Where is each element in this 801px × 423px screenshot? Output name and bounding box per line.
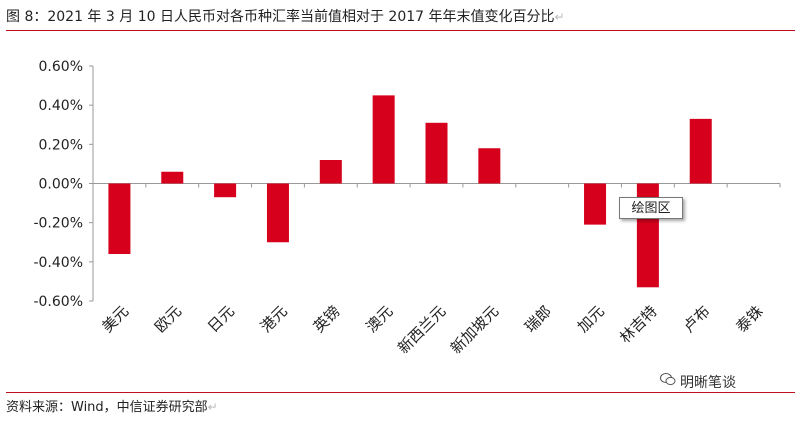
y-tick-label: -0.40%: [33, 255, 83, 271]
title-text: 图 8：2021 年 3 月 10 日人民币对各币种汇率当前值相对于 2017 …: [6, 9, 555, 25]
watermark: 明晰笔谈: [680, 375, 736, 391]
bar: [689, 118, 712, 184]
x-tick-label: 新加坡元: [447, 302, 502, 357]
top-rule: [6, 30, 795, 31]
x-tick-label: 瑞郎: [521, 302, 555, 336]
x-tick-label: 林吉特: [616, 302, 661, 347]
y-tick-label: 0.20%: [39, 137, 83, 153]
x-tick-label: 加元: [574, 302, 608, 336]
x-tick-label: 卢布: [680, 302, 714, 336]
bottom-rule: [6, 392, 795, 393]
paragraph-mark-icon: ↵: [207, 400, 218, 414]
bar: [584, 183, 607, 225]
bar: [266, 183, 289, 243]
chart-title: 图 8：2021 年 3 月 10 日人民币对各币种汇率当前值相对于 2017 …: [6, 8, 565, 26]
x-tick-label: 欧元: [151, 302, 185, 336]
wechat-icon: [660, 373, 676, 386]
plot-area-tooltip: 绘图区: [619, 197, 683, 219]
y-tick-label: 0.00%: [39, 177, 83, 193]
x-tick-label: 日元: [204, 302, 238, 336]
bar-chart[interactable]: 0.60% 0.40% 0.20% 0.00% -0.20% -0.40% -0.60% 美元…: [0, 0, 801, 392]
paragraph-mark-icon: ↵: [554, 10, 565, 24]
x-tick-label: 港元: [257, 302, 291, 336]
y-tick-label: -0.60%: [33, 294, 83, 310]
x-tick-label: 英镑: [310, 302, 344, 336]
source-note: 资料来源：Wind，中信证券研究部↵: [6, 398, 218, 417]
source-text: 资料来源：Wind，中信证券研究部: [6, 400, 208, 415]
bar: [108, 183, 131, 254]
bar: [161, 171, 184, 184]
y-tick-label: 0.60%: [39, 59, 83, 75]
x-tick-label: 澳元: [363, 302, 397, 336]
x-tick-label: 新西兰元: [394, 302, 449, 357]
bar: [214, 183, 237, 198]
x-tick-label: 泰铢: [732, 302, 766, 336]
bar: [319, 160, 342, 184]
x-tick-label: 美元: [98, 302, 132, 336]
bar: [372, 95, 395, 184]
bar: [425, 122, 448, 184]
y-tick-label: -0.20%: [33, 216, 83, 232]
bar: [478, 148, 501, 184]
y-tick-label: 0.40%: [39, 98, 83, 114]
